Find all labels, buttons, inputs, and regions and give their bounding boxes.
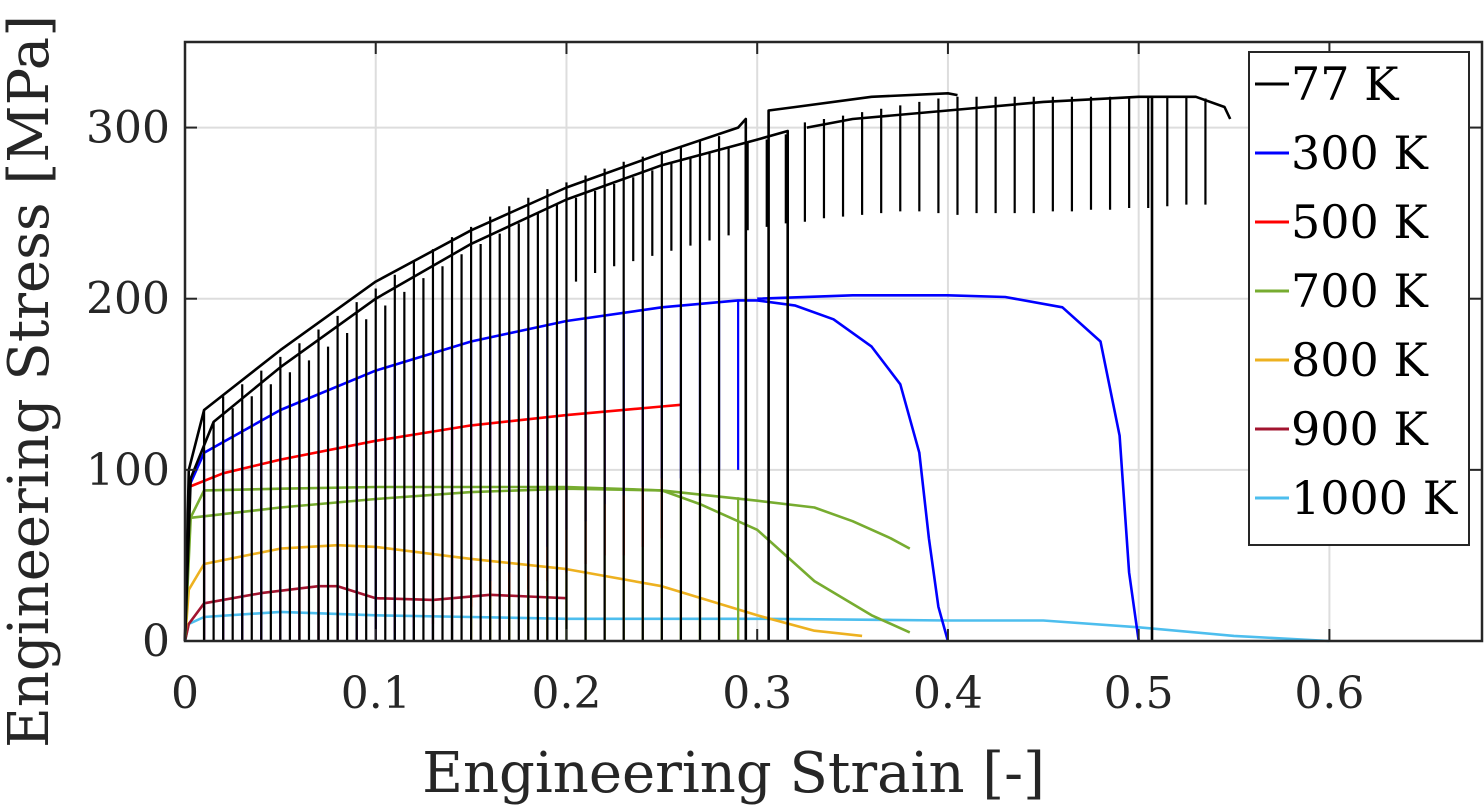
plot-frame xyxy=(183,40,1484,643)
x-tick-label-0: 0 xyxy=(171,668,199,719)
legend: 77 K 300 K 500 K 700 K 800 K 900 K 1000 K xyxy=(1248,51,1470,546)
legend-label-6: 1000 K xyxy=(1291,471,1459,525)
series-line-0-3 xyxy=(806,95,1232,129)
y-axis-title: Engineering Stress [MPa] xyxy=(0,15,62,748)
x-tick-label-6: 0.6 xyxy=(1294,668,1364,719)
legend-label-5: 900 K xyxy=(1291,402,1429,456)
x-tick-label-3: 0.3 xyxy=(722,668,792,719)
series-line-0-2 xyxy=(183,129,789,642)
series-line-1-1 xyxy=(757,294,1140,642)
y-tick-label-3: 300 xyxy=(86,103,170,154)
series-77-k xyxy=(183,92,1232,642)
legend-label-1: 300 K xyxy=(1291,126,1429,180)
series-line-6-0 xyxy=(183,610,1330,643)
legend-label-2: 500 K xyxy=(1291,195,1429,249)
series-line-1-0 xyxy=(183,299,950,642)
x-tick-label-1: 0.1 xyxy=(341,668,411,719)
x-axis-ticks: 0 0.1 0.2 0.3 0.4 0.5 0.6 xyxy=(171,42,1364,719)
series-line-0-1 xyxy=(767,92,958,641)
x-tick-label-5: 0.5 xyxy=(1104,668,1174,719)
series-line-3-1 xyxy=(183,487,911,642)
y-tick-label-0: 0 xyxy=(142,616,170,667)
plot-area xyxy=(183,92,1330,643)
x-tick-label-4: 0.4 xyxy=(913,668,983,719)
legend-label-3: 700 K xyxy=(1291,264,1429,318)
legend-box xyxy=(1248,51,1470,546)
y-axis-ticks: 0 100 200 300 xyxy=(86,103,1482,667)
legend-label-4: 800 K xyxy=(1291,333,1429,387)
y-tick-label-2: 200 xyxy=(86,274,170,325)
x-tick-label-2: 0.2 xyxy=(531,668,601,719)
x-axis-title: Engineering Strain [-] xyxy=(422,741,1045,806)
y-tick-label-1: 100 xyxy=(86,445,170,496)
legend-label-0: 77 K xyxy=(1291,57,1400,111)
series-line-0-0 xyxy=(183,117,748,642)
